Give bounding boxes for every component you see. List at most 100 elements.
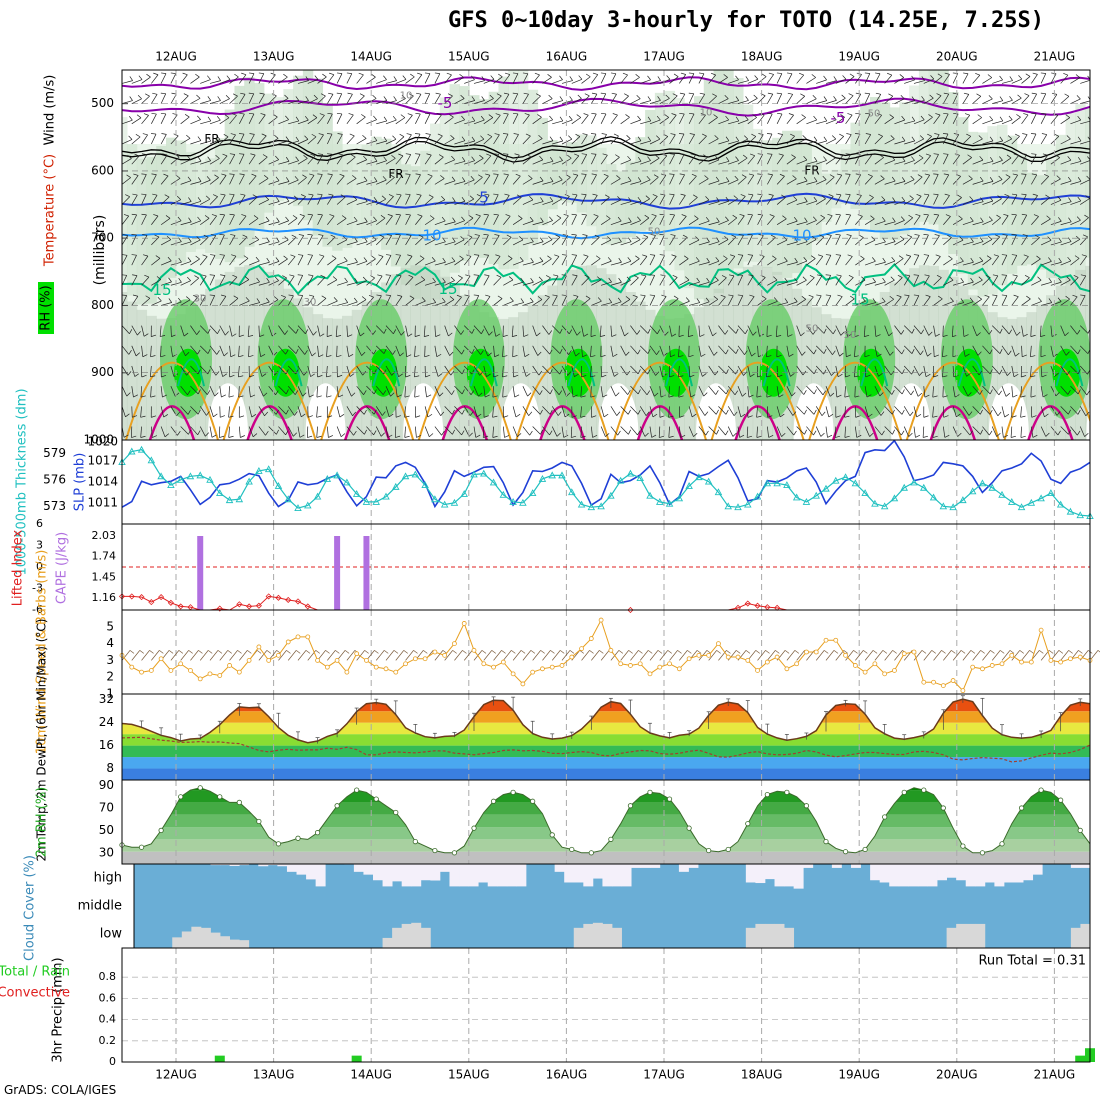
- surface-barb-feather: [736, 650, 741, 654]
- wind-barb-feather: [625, 351, 630, 356]
- wind-barb: [200, 140, 211, 145]
- wind-barb-feather: [766, 133, 773, 135]
- wind-barb-feather: [232, 274, 238, 278]
- wind-barb-feather: [243, 255, 249, 259]
- wind-speed-point: [1038, 627, 1044, 633]
- wind-barb-feather: [571, 213, 577, 216]
- wind-barb: [160, 154, 168, 165]
- wind-barb-feather: [969, 297, 974, 302]
- wind-barb: [356, 345, 362, 356]
- wind-barb: [385, 196, 394, 205]
- wind-barb: [1079, 385, 1088, 396]
- rh-point: [334, 803, 340, 809]
- wind-barb: [620, 117, 630, 125]
- wind-barb-feather: [837, 373, 843, 378]
- wind-barb-feather: [911, 75, 915, 81]
- wind-barb: [1089, 103, 1090, 104]
- wind-barb-feather: [229, 213, 235, 216]
- cloud-high-gap: [401, 864, 412, 887]
- wind-barb: [649, 345, 657, 355]
- ytick-cape: 1.45: [92, 570, 117, 583]
- wind-barb-feather: [678, 395, 684, 398]
- wind-barb: [268, 116, 278, 125]
- cloud-low-cell: [745, 927, 756, 948]
- wind-barb: [1040, 218, 1051, 226]
- wind-barb-feather: [371, 255, 376, 260]
- wind-barb: [405, 256, 413, 266]
- wind-barb: [698, 178, 709, 185]
- wind-barb: [825, 255, 832, 266]
- wind-barb-feather: [1068, 429, 1071, 435]
- wind-barb: [366, 426, 374, 436]
- rh-cell-low: [733, 271, 744, 440]
- wind-barb-feather: [461, 389, 465, 395]
- wind-barb-feather: [265, 430, 269, 436]
- surface-barb-feather: [560, 650, 565, 654]
- wind-barb: [952, 197, 962, 205]
- wind-barb: [288, 179, 299, 185]
- wind-barb: [326, 386, 328, 398]
- wind-barb: [444, 159, 455, 165]
- wind-barb: [1011, 234, 1017, 246]
- wind-barb-feather: [219, 234, 225, 236]
- wind-barb: [248, 386, 251, 398]
- wind-barb-feather: [528, 175, 533, 179]
- wind-barb-feather: [259, 92, 265, 95]
- wind-barb-feather: [700, 353, 706, 357]
- wind-barb: [454, 76, 464, 84]
- wind-barb-feather: [979, 390, 983, 395]
- wind-barb: [718, 345, 726, 355]
- wind-barb-feather: [480, 115, 485, 121]
- thickness-point: [274, 482, 283, 489]
- wind-barb-feather: [920, 329, 925, 335]
- wind-barb: [209, 345, 218, 355]
- wind-barb-feather: [827, 213, 833, 217]
- surface-barb-feather: [667, 650, 672, 654]
- wind-barb-feather: [461, 156, 466, 162]
- wind-barb-feather: [203, 234, 209, 238]
- wind-barb-feather: [540, 197, 544, 202]
- wind-barb: [180, 74, 188, 84]
- wind-barb-feather: [241, 72, 247, 76]
- wind-barb-feather: [1036, 255, 1041, 260]
- wind-barb: [434, 73, 441, 84]
- wind-barb: [356, 299, 367, 306]
- surface-barb-feather: [892, 650, 897, 654]
- wind-barb-feather: [758, 234, 764, 236]
- wind-barb-feather: [261, 373, 267, 377]
- wind-barb-feather: [942, 133, 949, 135]
- wind-speed-point: [804, 649, 809, 655]
- wind-barb: [268, 406, 277, 415]
- wind-speed-point: [872, 661, 878, 667]
- wind-barb-feather: [248, 335, 254, 337]
- wind-barb-feather: [492, 395, 498, 398]
- wind-barb-feather: [133, 394, 139, 398]
- wind-barb-feather: [515, 173, 521, 177]
- wind-barb: [728, 120, 739, 125]
- wind-barb-feather: [646, 175, 651, 181]
- surface-barb: [532, 650, 541, 661]
- wind-barb-feather: [493, 153, 499, 155]
- wind-barb-feather: [303, 371, 308, 376]
- wind-barb: [395, 194, 402, 205]
- wind-barb: [816, 198, 826, 205]
- wind-barb-feather: [636, 94, 641, 99]
- wind-barb: [659, 234, 665, 246]
- wind-barb-feather: [909, 195, 914, 200]
- wind-barb: [209, 365, 217, 376]
- wind-barb: [737, 365, 744, 376]
- wind-barb: [375, 385, 384, 395]
- wind-barb-feather: [900, 95, 905, 100]
- wind-speed-point: [510, 671, 516, 677]
- wind-barb: [151, 154, 157, 165]
- wind-barb: [845, 235, 852, 246]
- wind-barb-feather: [766, 334, 772, 337]
- wind-barb: [551, 325, 561, 334]
- wind-barb-feather: [310, 373, 315, 377]
- wind-barb: [552, 179, 563, 185]
- surface-barb-feather: [569, 650, 575, 654]
- wind-barb-feather: [665, 94, 670, 99]
- wind-barb: [542, 98, 553, 104]
- surface-barb: [121, 650, 131, 661]
- wind-barb-feather: [518, 215, 523, 219]
